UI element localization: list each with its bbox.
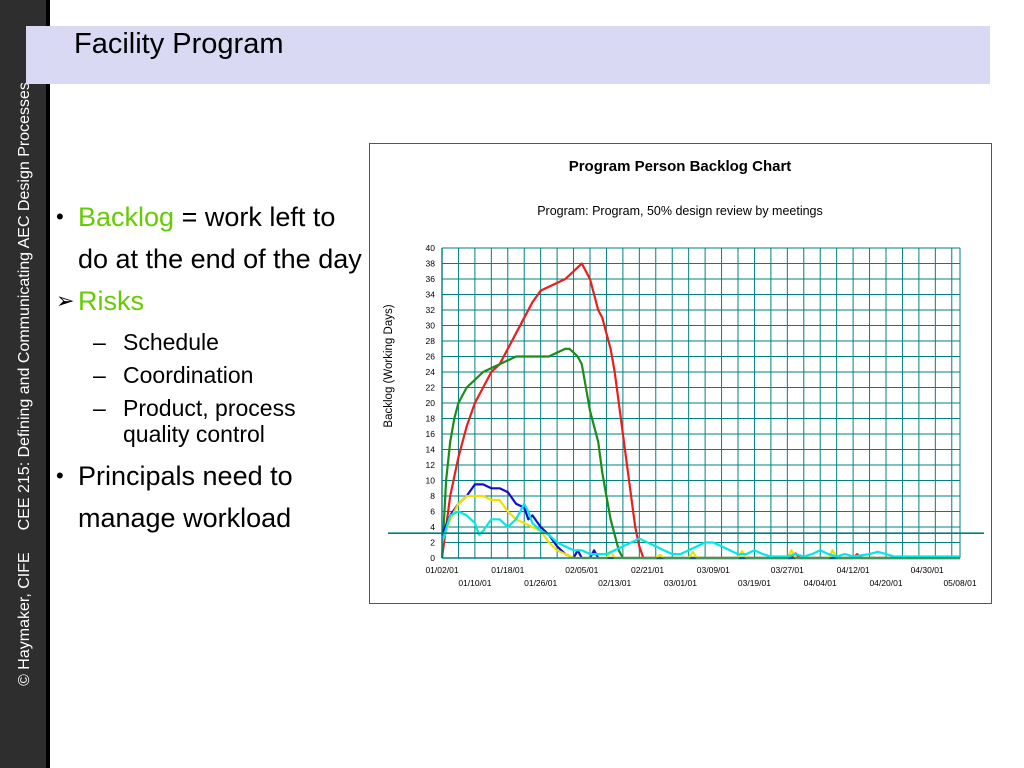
bullet-marker: •: [56, 463, 64, 488]
bullet-marker: •: [56, 204, 64, 229]
x-tick-label: 04/20/01: [869, 578, 902, 588]
y-tick-label: 10: [426, 476, 436, 486]
chart-title: Program Person Backlog Chart: [569, 158, 792, 175]
x-tick-label: 01/18/01: [491, 565, 524, 575]
y-tick-label: 32: [426, 305, 436, 315]
principals-text: Principals need to manage workload: [78, 461, 293, 533]
x-tick-label: 01/10/01: [458, 578, 491, 588]
y-tick-label: 14: [426, 445, 436, 455]
series-line-1: [440, 347, 960, 560]
backlog-definition: = work left to do at the end of the day: [78, 202, 362, 274]
sub-bullet-coordination: – Coordination: [56, 362, 366, 388]
x-tick-label: 04/30/01: [911, 565, 944, 575]
x-tick-label: 01/02/01: [425, 565, 458, 575]
y-tick-label: 30: [426, 321, 436, 331]
series-line-4: [440, 502, 960, 558]
y-tick-label: 16: [426, 429, 436, 439]
x-tick-label: 05/08/01: [943, 578, 976, 588]
y-tick-label: 4: [430, 522, 435, 532]
bullet-risks: ➢ Risks: [56, 280, 366, 322]
y-tick-label: 40: [426, 243, 436, 253]
dash-marker: –: [93, 329, 106, 355]
sub-bullet-text: Coordination: [123, 362, 254, 388]
y-tick-label: 20: [426, 398, 436, 408]
bullet-backlog: • Backlog = work left to do at the end o…: [56, 196, 366, 280]
x-tick-label: 03/27/01: [771, 565, 804, 575]
y-tick-label: 2: [430, 538, 435, 548]
y-tick-label: 38: [426, 259, 436, 269]
x-tick-label: 03/19/01: [738, 578, 771, 588]
side-banner-edge: [46, 0, 50, 768]
sub-bullet-schedule: – Schedule: [56, 329, 366, 355]
y-axis-label: Backlog (Working Days): [383, 304, 395, 427]
y-tick-label: 22: [426, 383, 436, 393]
arrow-bullet-icon: ➢: [56, 288, 75, 313]
bullet-list: • Backlog = work left to do at the end o…: [56, 196, 366, 539]
x-tick-label: 02/05/01: [565, 565, 598, 575]
risks-label: Risks: [78, 286, 144, 316]
y-tick-label: 26: [426, 352, 436, 362]
bullet-principals: • Principals need to manage workload: [56, 455, 366, 539]
y-tick-label: 24: [426, 367, 436, 377]
side-banner: [0, 0, 50, 768]
x-tick-label: 03/01/01: [664, 578, 697, 588]
sub-bullet-quality: – Product, process quality control: [56, 395, 366, 447]
title-band: [26, 26, 990, 84]
chart-subtitle: Program: Program, 50% design review by m…: [537, 204, 823, 218]
x-tick-label: 04/12/01: [837, 565, 870, 575]
y-tick-label: 34: [426, 290, 436, 300]
x-tick-label: 01/26/01: [524, 578, 557, 588]
y-tick-label: 6: [430, 507, 435, 517]
backlog-term: Backlog: [78, 202, 175, 232]
sub-bullet-text: Schedule: [123, 329, 219, 355]
dash-marker: –: [93, 395, 106, 421]
x-tick-label: 02/21/01: [631, 565, 664, 575]
x-tick-label: 04/04/01: [804, 578, 837, 588]
x-tick-label: 02/13/01: [598, 578, 631, 588]
y-tick-label: 28: [426, 336, 436, 346]
sub-bullet-text: Product, process quality control: [123, 395, 296, 447]
y-tick-label: 36: [426, 274, 436, 284]
slide-title: Facility Program: [74, 28, 284, 60]
y-tick-label: 12: [426, 460, 436, 470]
y-tick-label: 0: [430, 553, 435, 563]
y-tick-label: 18: [426, 414, 436, 424]
y-tick-label: 8: [430, 491, 435, 501]
dash-marker: –: [93, 362, 106, 388]
x-tick-label: 03/09/01: [697, 565, 730, 575]
